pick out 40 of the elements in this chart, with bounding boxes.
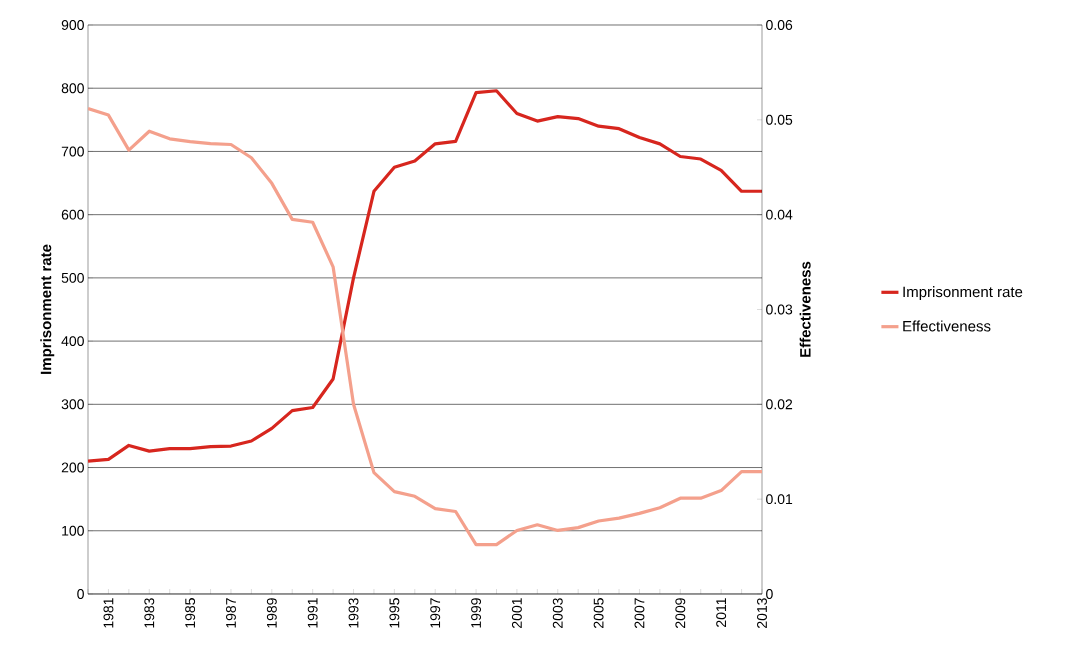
x-tick-label: 1997 [430,598,441,628]
x-tick-label: 1991 [307,598,318,628]
y2-tick-label: 0.06 [766,20,793,30]
y2-tick-label: 0.02 [766,399,793,410]
x-tick-label: 2005 [593,598,604,628]
x-tick-label: 2001 [511,598,522,628]
x-tick-label: 1999 [471,598,482,628]
y-tick-label: 200 [61,462,84,473]
x-tick-label: 1995 [389,598,400,628]
y-tick-label: 900 [61,20,84,30]
y2-tick-label: 0.01 [766,494,793,505]
y2-tick-label: 0.05 [766,114,793,125]
y-tick-label: 800 [61,83,84,94]
y-tick-label: 100 [62,525,84,536]
x-tick-label: 1983 [144,598,155,628]
x-tick-label: 1981 [103,598,114,628]
y2-tick-label: 0.04 [766,209,793,220]
line-series [88,106,762,547]
y2-axis-title: Effectiveness [799,261,811,357]
x-tick-label: 2013 [757,598,767,628]
x-tick-label: 1993 [348,598,359,628]
line-series [88,89,762,463]
y-tick-label: 0 [77,589,84,599]
y-axis-title: Imprisonment rate [40,244,55,374]
y-tick-label: 600 [61,209,84,220]
x-tick-label: 1989 [266,598,277,628]
x-tick-label: 2007 [634,598,645,628]
x-tick-label: 2003 [552,598,563,628]
x-tick-label: 2011 [716,598,727,627]
x-tick-label: 2009 [675,598,686,628]
y-tick-label: 300 [61,399,84,410]
legend-label: Imprisonment rate [903,286,1023,301]
y-tick-label: 400 [61,336,84,347]
y-tick-label: 500 [61,272,84,283]
x-tick-label: 1987 [226,598,236,628]
legend-label: Effectiveness [903,320,991,332]
y2-tick-label: 0 [766,589,773,599]
x-tick-label: 1985 [185,598,196,628]
y2-tick-label: 0.03 [766,304,793,315]
y-tick-label: 700 [61,146,84,157]
